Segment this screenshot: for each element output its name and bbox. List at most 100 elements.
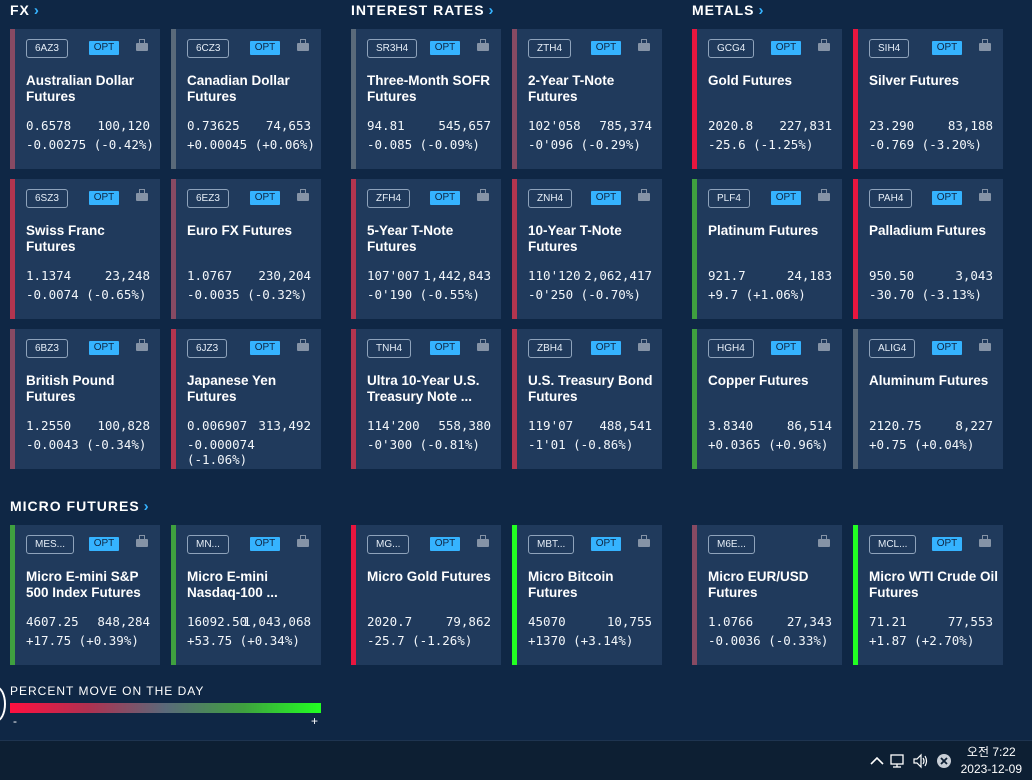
options-badge[interactable]: OPT [89,341,119,355]
close-circle-icon[interactable] [936,753,954,769]
symbol-badge[interactable]: 6CZ3 [187,39,230,58]
options-badge[interactable]: OPT [250,41,280,55]
contract-card-pah4[interactable]: PAH4 OPT Palladium Futures 950.50 3,043 -30.7… [853,179,1003,319]
options-badge[interactable]: OPT [250,191,280,205]
options-badge[interactable]: OPT [430,537,460,551]
options-badge[interactable]: OPT [430,341,460,355]
symbol-badge[interactable]: 6SZ3 [26,189,68,208]
symbol-badge[interactable]: MN... [187,535,229,554]
chevron-right-icon[interactable]: › [758,2,765,19]
symbol-badge[interactable]: 6JZ3 [187,339,228,358]
briefcase-icon[interactable] [477,339,489,352]
symbol-badge[interactable]: PAH4 [869,189,913,208]
briefcase-icon[interactable] [818,189,830,202]
briefcase-icon[interactable] [297,535,309,548]
briefcase-icon[interactable] [818,339,830,352]
briefcase-icon[interactable] [136,39,148,52]
contract-card-6sz3[interactable]: 6SZ3 OPT Swiss Franc Futures 1.1374 23,248 -0… [10,179,160,319]
contract-card-zfh4[interactable]: ZFH4 OPT 5-Year T-Note Futures 107'007 1,442… [351,179,501,319]
briefcase-icon[interactable] [297,39,309,52]
briefcase-icon[interactable] [477,535,489,548]
section-title-fx[interactable]: FX › [10,2,40,19]
options-badge[interactable]: OPT [591,191,621,205]
chevron-right-icon[interactable]: › [488,2,495,19]
network-icon[interactable] [889,753,907,769]
briefcase-icon[interactable] [979,339,991,352]
briefcase-icon[interactable] [297,339,309,352]
chevron-right-icon[interactable]: › [33,2,40,19]
briefcase-icon[interactable] [818,535,830,548]
contract-card-m6e[interactable]: M6E... Micro EUR/USD Futures 1.0766 27,343 -… [692,525,842,665]
options-badge[interactable]: OPT [932,41,962,55]
contract-card-mn[interactable]: MN... OPT Micro E-mini Nasdaq-100 ... 16092… [171,525,321,665]
symbol-badge[interactable]: 6AZ3 [26,39,68,58]
contract-card-6cz3[interactable]: 6CZ3 OPT Canadian Dollar Futures 0.73625 74,… [171,29,321,169]
symbol-badge[interactable]: SIH4 [869,39,910,58]
options-badge[interactable]: OPT [932,191,962,205]
options-badge[interactable]: OPT [771,191,801,205]
briefcase-icon[interactable] [297,189,309,202]
options-badge[interactable]: OPT [430,41,460,55]
options-badge[interactable]: OPT [89,191,119,205]
contract-card-alig4[interactable]: ALIG4 OPT Aluminum Futures 2120.75 8,227 +0.7… [853,329,1003,469]
section-title-micro[interactable]: MICRO FUTURES › [10,498,150,515]
options-badge[interactable]: OPT [250,537,280,551]
symbol-badge[interactable]: ZNH4 [528,189,573,208]
options-badge[interactable]: OPT [89,41,119,55]
contract-card-sih4[interactable]: SIH4 OPT Silver Futures 23.290 83,188 -0.769 … [853,29,1003,169]
briefcase-icon[interactable] [638,535,650,548]
options-badge[interactable]: OPT [591,41,621,55]
speaker-icon[interactable] [912,753,930,769]
briefcase-icon[interactable] [979,39,991,52]
contract-card-mg[interactable]: MG... OPT Micro Gold Futures 2020.7 79,862 -2… [351,525,501,665]
contract-card-6az3[interactable]: 6AZ3 OPT Australian Dollar Futures 0.6578 10… [10,29,160,169]
briefcase-icon[interactable] [638,339,650,352]
contract-card-sr3h4[interactable]: SR3H4 OPT Three-Month SOFR Futures 94.81 545… [351,29,501,169]
briefcase-icon[interactable] [638,39,650,52]
symbol-badge[interactable]: MES... [26,535,75,554]
options-badge[interactable]: OPT [591,341,621,355]
symbol-badge[interactable]: PLF4 [708,189,750,208]
options-badge[interactable]: OPT [591,537,621,551]
symbol-badge[interactable]: MCL... [869,535,917,554]
options-badge[interactable]: OPT [89,537,119,551]
symbol-badge[interactable]: TNH4 [367,339,412,358]
section-title-metals[interactable]: METALS › [692,2,765,19]
briefcase-icon[interactable] [136,189,148,202]
symbol-badge[interactable]: MBT... [528,535,575,554]
briefcase-icon[interactable] [136,339,148,352]
briefcase-icon[interactable] [979,189,991,202]
contract-card-6bz3[interactable]: 6BZ3 OPT British Pound Futures 1.2550 100,82… [10,329,160,469]
symbol-badge[interactable]: ALIG4 [869,339,916,358]
section-title-rates[interactable]: INTEREST RATES › [351,2,495,19]
options-badge[interactable]: OPT [932,341,962,355]
contract-card-gcg4[interactable]: GCG4 OPT Gold Futures 2020.8 227,831 -25.6 (-… [692,29,842,169]
symbol-badge[interactable]: ZBH4 [528,339,572,358]
symbol-badge[interactable]: 6EZ3 [187,189,229,208]
system-clock[interactable]: 오전 7:22 2023-12-09 [961,744,1022,778]
briefcase-icon[interactable] [477,39,489,52]
symbol-badge[interactable]: GCG4 [708,39,755,58]
chevron-right-icon[interactable]: › [143,498,150,515]
chevron-up-icon[interactable] [868,753,886,769]
contract-card-mbt[interactable]: MBT... OPT Micro Bitcoin Futures 45070 10,75… [512,525,662,665]
contract-card-zbh4[interactable]: ZBH4 OPT U.S. Treasury Bond Futures 119'07 4… [512,329,662,469]
symbol-badge[interactable]: 6BZ3 [26,339,68,358]
contract-card-tnh4[interactable]: TNH4 OPT Ultra 10-Year U.S. Treasury Note … [351,329,501,469]
symbol-badge[interactable]: MG... [367,535,410,554]
contract-card-hgh4[interactable]: HGH4 OPT Copper Futures 3.8340 86,514 +0.0365… [692,329,842,469]
briefcase-icon[interactable] [818,39,830,52]
options-badge[interactable]: OPT [771,41,801,55]
symbol-badge[interactable]: ZFH4 [367,189,410,208]
symbol-badge[interactable]: SR3H4 [367,39,418,58]
options-badge[interactable]: OPT [430,191,460,205]
contract-card-znh4[interactable]: ZNH4 OPT 10-Year T-Note Futures 110'120 2,06… [512,179,662,319]
contract-card-mes[interactable]: MES... OPT Micro E-mini S&P 500 Index Futu… [10,525,160,665]
contract-card-plf4[interactable]: PLF4 OPT Platinum Futures 921.7 24,183 +9.7 (… [692,179,842,319]
symbol-badge[interactable]: HGH4 [708,339,754,358]
symbol-badge[interactable]: M6E... [708,535,755,554]
options-badge[interactable]: OPT [250,341,280,355]
symbol-badge[interactable]: ZTH4 [528,39,571,58]
options-badge[interactable]: OPT [932,537,962,551]
contract-card-6jz3[interactable]: 6JZ3 OPT Japanese Yen Futures 0.006907 313,4… [171,329,321,469]
